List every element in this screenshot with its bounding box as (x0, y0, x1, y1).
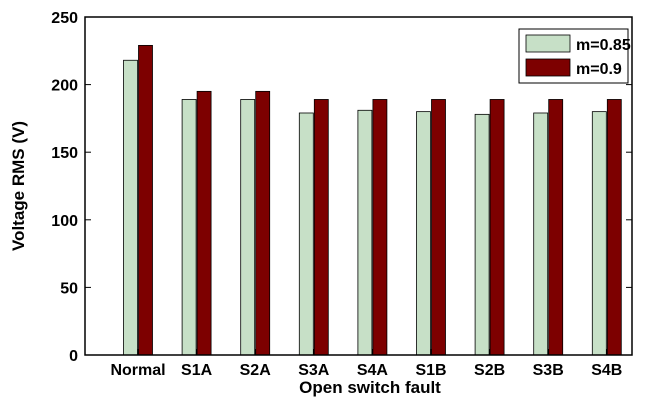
y-axis-label: Voltage RMS (V) (9, 121, 28, 251)
bar-m085-s3a (298, 112, 314, 356)
bar-m085-s2b (474, 113, 490, 356)
bars-layer (123, 44, 622, 356)
y-tick-label: 150 (51, 145, 78, 162)
y-tick-label: 250 (51, 10, 78, 27)
x-axis-label: Open switch fault (299, 378, 441, 397)
bar-m09-s2b (489, 99, 505, 356)
bar-m09-s3b (548, 99, 564, 356)
plot-frame (84, 16, 633, 356)
bar-m085-normal (123, 59, 138, 356)
bar-m09-s4a (372, 99, 388, 356)
bar-m085-s1a (181, 99, 197, 356)
bar-m09-normal (138, 44, 153, 356)
bar-m09-s4b (606, 99, 622, 356)
x-axis: Normal S1A S2A S3A S4A S1B S2B S3B S4B (110, 349, 622, 379)
x-tick-label: S1A (181, 362, 213, 379)
bar-m09-s3a (313, 99, 329, 356)
x-tick-label: S3A (298, 362, 330, 379)
legend-label: m=0.9 (576, 61, 622, 78)
legend: m=0.85 m=0.9 (518, 28, 631, 84)
bar-m09-s1a (196, 90, 212, 356)
bar-m09-s1b (431, 99, 446, 356)
x-tick-label: S2A (240, 362, 272, 379)
y-tick-label: 0 (69, 348, 78, 365)
bar-m085-s2a (240, 99, 256, 356)
legend-swatch (525, 58, 571, 77)
bar-m085-s4a (357, 109, 373, 356)
y-tick-label: 200 (51, 78, 78, 95)
x-tick-label: S3B (533, 362, 564, 379)
y-tick-label: 50 (60, 280, 78, 297)
y-tick-label: 100 (51, 213, 78, 230)
x-tick-label: S4A (357, 362, 389, 379)
legend-swatch (525, 34, 571, 53)
bar-m085-s4b (591, 111, 607, 356)
x-tick-label: Normal (110, 362, 165, 379)
x-tick-label: S2B (474, 362, 505, 379)
x-tick-label: S1B (415, 362, 446, 379)
bar-m09-s2a (255, 90, 271, 356)
legend-label: m=0.85 (576, 37, 631, 54)
bar-m085-s3b (533, 112, 549, 356)
bar-m085-s1b (416, 111, 431, 356)
y-axis: 0 50 100 150 200 250 (51, 10, 632, 365)
x-tick-label: S4B (591, 362, 622, 379)
